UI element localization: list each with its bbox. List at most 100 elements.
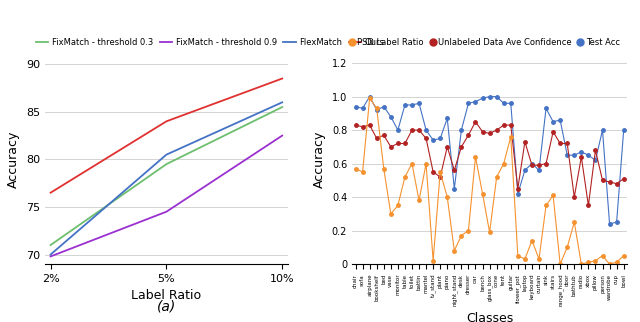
PSD Label Ratio [591, 259, 599, 263]
PSD Label Ratio [352, 167, 360, 171]
PSD Label Ratio [549, 194, 557, 197]
Test Acc [415, 101, 423, 105]
FixMatch - threshold 0.3 [278, 105, 286, 109]
PSD Label Ratio [577, 262, 585, 266]
Unlabeled Data Ave Confidence [465, 133, 472, 137]
Line: FixMatch - threshold 0.9: FixMatch - threshold 0.9 [51, 136, 282, 256]
PSD Label Ratio [598, 254, 606, 258]
PSD Label Ratio [359, 170, 367, 174]
PSD Label Ratio [422, 162, 430, 166]
Unlabeled Data Ave Confidence [584, 204, 592, 207]
Unlabeled Data Ave Confidence [359, 125, 367, 129]
FixMatch - threshold 0.9 [47, 254, 54, 258]
Unlabeled Data Ave Confidence [577, 155, 585, 159]
FlexMatch [47, 252, 54, 256]
Test Acc [577, 150, 585, 154]
Legend: PSD Label Ratio, Unlabeled Data Ave Confidence, Test Acc: PSD Label Ratio, Unlabeled Data Ave Conf… [346, 35, 623, 51]
FlexMatch [278, 100, 286, 104]
Test Acc [563, 153, 571, 157]
X-axis label: Label Ratio: Label Ratio [131, 289, 202, 302]
Line: FixMatch - threshold 0.3: FixMatch - threshold 0.3 [51, 107, 282, 245]
Line: FlexMatch: FlexMatch [51, 102, 282, 254]
Test Acc [465, 101, 472, 105]
PSD Label Ratio [535, 257, 543, 261]
Y-axis label: Accuracy: Accuracy [313, 131, 326, 188]
FixMatch - threshold 0.3 [163, 162, 170, 166]
Test Acc [486, 95, 493, 99]
Unlabeled Data Ave Confidence [514, 187, 522, 191]
PSD Label Ratio [521, 257, 529, 261]
PSD Label Ratio [394, 204, 402, 207]
PSD Label Ratio [387, 212, 395, 216]
Unlabeled Data Ave Confidence [486, 131, 493, 135]
Test Acc [429, 138, 437, 142]
Ours [163, 119, 170, 123]
Test Acc [394, 128, 402, 132]
PSD Label Ratio [542, 204, 550, 207]
PSD Label Ratio [563, 245, 571, 249]
Test Acc [620, 128, 627, 132]
Test Acc [500, 101, 508, 105]
Test Acc [598, 128, 606, 132]
PSD Label Ratio [486, 230, 493, 234]
Test Acc [458, 128, 465, 132]
Test Acc [401, 103, 409, 107]
Unlabeled Data Ave Confidence [352, 123, 360, 127]
PSD Label Ratio [556, 262, 564, 266]
PSD Label Ratio [570, 220, 578, 224]
Test Acc [479, 96, 486, 100]
Test Acc [605, 222, 613, 226]
PSD Label Ratio [507, 135, 515, 139]
Unlabeled Data Ave Confidence [535, 163, 543, 167]
Test Acc [507, 101, 515, 105]
Test Acc [472, 100, 479, 104]
Legend: FixMatch - threshold 0.3, FixMatch - threshold 0.9, FlexMatch, Ours: FixMatch - threshold 0.3, FixMatch - thr… [33, 35, 388, 51]
Unlabeled Data Ave Confidence [563, 142, 571, 146]
Unlabeled Data Ave Confidence [408, 128, 416, 132]
Test Acc [380, 105, 388, 109]
Unlabeled Data Ave Confidence [620, 177, 627, 181]
Unlabeled Data Ave Confidence [451, 168, 458, 172]
Test Acc [373, 108, 381, 112]
Unlabeled Data Ave Confidence [493, 128, 500, 132]
Test Acc [521, 168, 529, 172]
PSD Label Ratio [415, 198, 423, 202]
PSD Label Ratio [514, 254, 522, 258]
Test Acc [556, 118, 564, 122]
Test Acc [591, 158, 599, 162]
Unlabeled Data Ave Confidence [598, 178, 606, 182]
Unlabeled Data Ave Confidence [380, 133, 388, 137]
Ours [47, 191, 54, 194]
PSD Label Ratio [500, 162, 508, 166]
Test Acc [359, 106, 367, 110]
Unlabeled Data Ave Confidence [387, 145, 395, 149]
Line: Unlabeled Data Ave Confidence: Unlabeled Data Ave Confidence [354, 120, 625, 207]
PSD Label Ratio [366, 96, 374, 100]
Unlabeled Data Ave Confidence [605, 180, 613, 184]
PSD Label Ratio [479, 192, 486, 196]
PSD Label Ratio [605, 262, 613, 266]
FlexMatch [163, 153, 170, 156]
FixMatch - threshold 0.3 [47, 243, 54, 247]
Unlabeled Data Ave Confidence [401, 142, 409, 146]
PSD Label Ratio [612, 260, 620, 264]
Unlabeled Data Ave Confidence [458, 145, 465, 149]
FixMatch - threshold 0.9 [163, 210, 170, 213]
PSD Label Ratio [401, 175, 409, 179]
Unlabeled Data Ave Confidence [472, 120, 479, 124]
PSD Label Ratio [458, 234, 465, 238]
PSD Label Ratio [408, 162, 416, 166]
Unlabeled Data Ave Confidence [373, 137, 381, 140]
Unlabeled Data Ave Confidence [479, 130, 486, 134]
Unlabeled Data Ave Confidence [394, 142, 402, 146]
PSD Label Ratio [465, 229, 472, 232]
Test Acc [436, 137, 444, 140]
Ours [278, 77, 286, 80]
PSD Label Ratio [472, 155, 479, 159]
Y-axis label: Accuracy: Accuracy [7, 131, 20, 188]
PSD Label Ratio [380, 167, 388, 171]
Unlabeled Data Ave Confidence [612, 182, 620, 185]
PSD Label Ratio [620, 254, 627, 258]
Unlabeled Data Ave Confidence [570, 195, 578, 199]
Unlabeled Data Ave Confidence [542, 162, 550, 166]
